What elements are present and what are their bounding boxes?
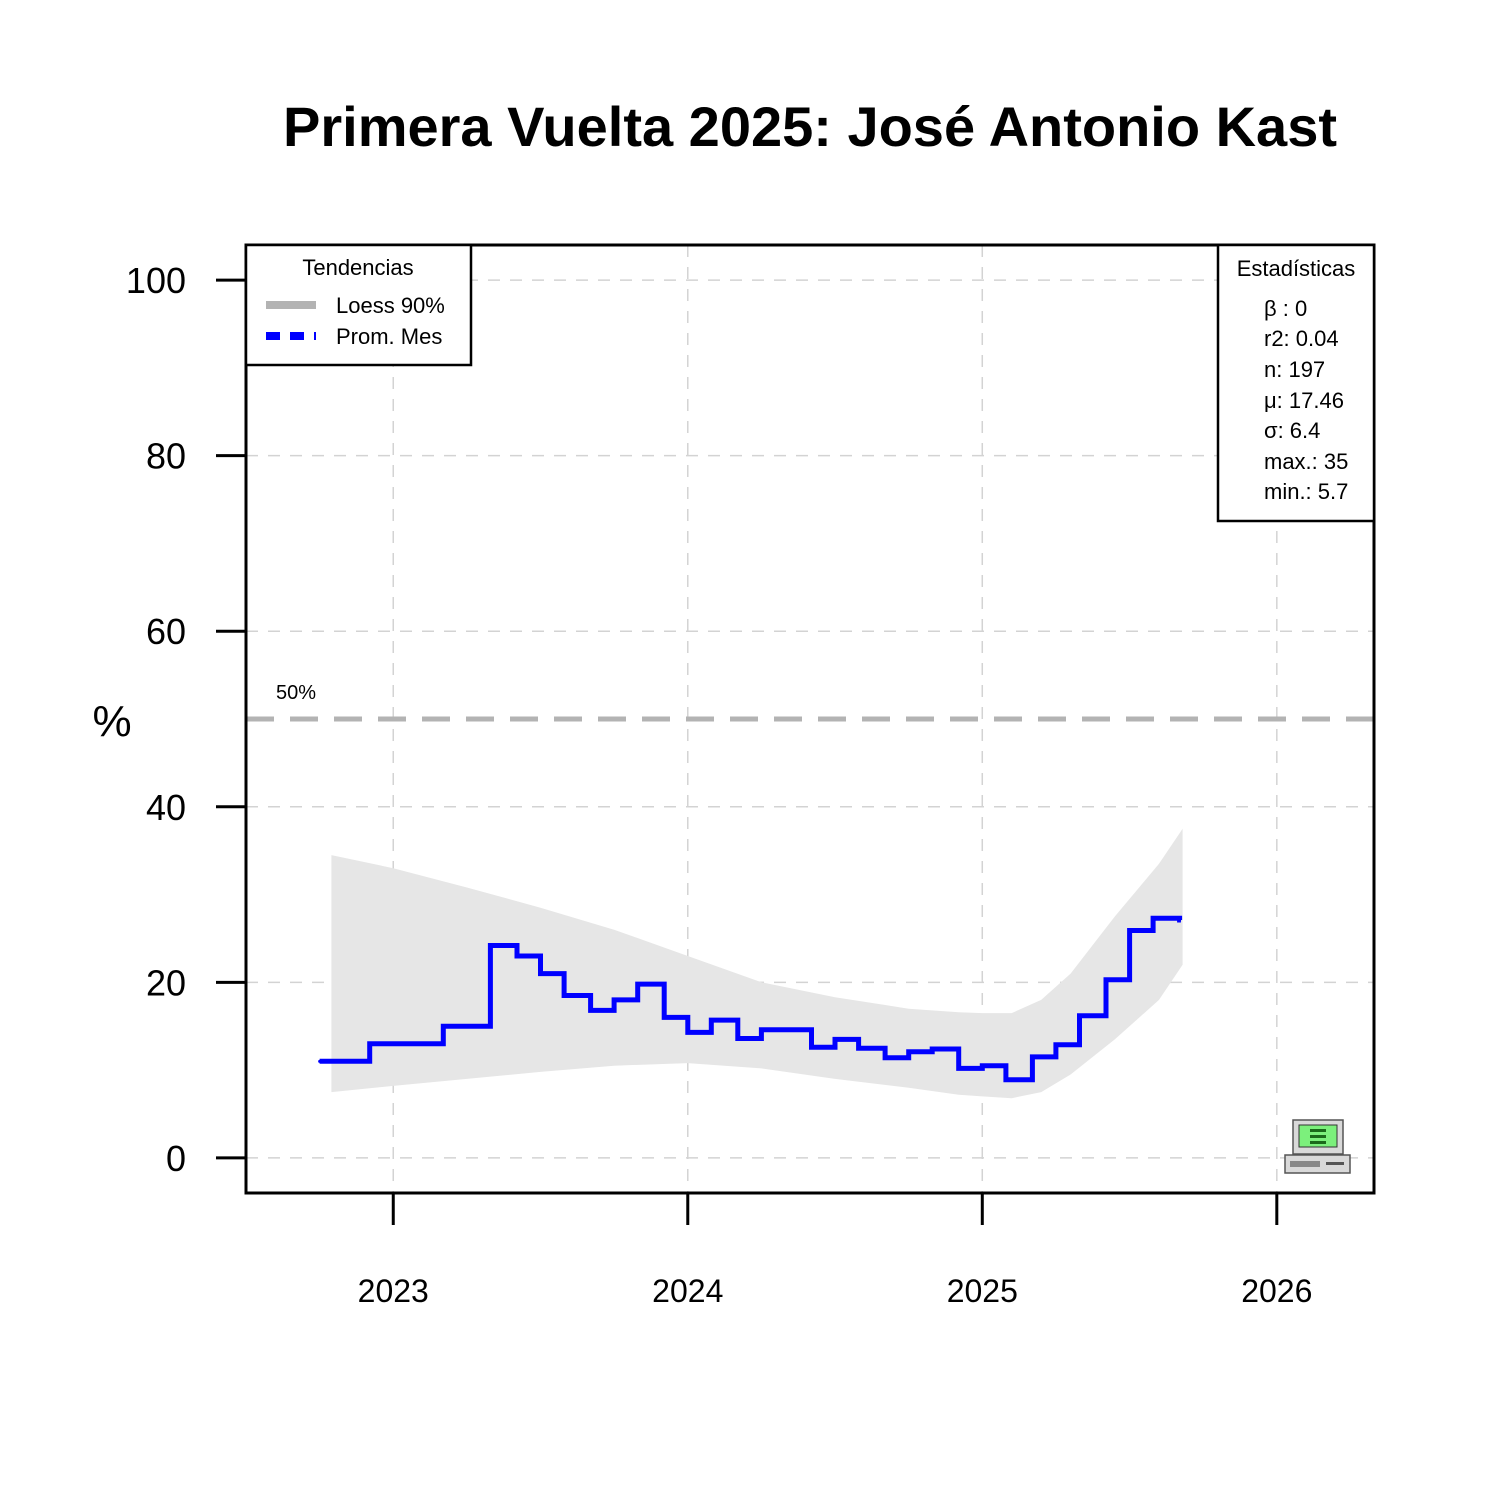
data-point-22 xyxy=(980,1064,984,1068)
data-point-17 xyxy=(857,1046,861,1050)
data-point-10 xyxy=(662,1015,666,1019)
y-tick-label-1: 20 xyxy=(146,962,186,1003)
data-point-15 xyxy=(809,1045,813,1049)
stat-max: max.: 35 xyxy=(1264,449,1348,474)
y-tick-label-4: 80 xyxy=(146,436,186,477)
y-tick-label-0: 0 xyxy=(166,1138,186,1179)
stat-n: n: 197 xyxy=(1264,357,1325,382)
data-point-16 xyxy=(833,1037,837,1041)
y-axis: 0 20 40 60 80 100 xyxy=(126,260,246,1179)
loess-band xyxy=(331,828,1183,1099)
legend-label-loess: Loess 90% xyxy=(336,293,445,318)
series-line-prom-mes xyxy=(319,915,1183,1083)
data-point-20 xyxy=(930,1047,934,1051)
data-point-12 xyxy=(709,1018,713,1022)
x-tick-label-2: 2025 xyxy=(947,1273,1018,1309)
data-point-19 xyxy=(907,1050,911,1054)
data-point-29 xyxy=(1151,916,1155,920)
plot-frame xyxy=(244,243,1376,1195)
stats-title: Estadísticas xyxy=(1237,256,1356,281)
x-tick-label-0: 2023 xyxy=(358,1273,429,1309)
data-point-8 xyxy=(612,998,616,1002)
stat-beta: β : 0 xyxy=(1264,296,1307,321)
data-point-3 xyxy=(488,943,492,947)
x-tick-label-1: 2024 xyxy=(652,1273,723,1309)
x-axis: 2023 2024 2025 2026 xyxy=(358,1193,1312,1309)
stat-r2: r2: 0.04 xyxy=(1264,326,1339,351)
data-point-1 xyxy=(368,1042,372,1046)
series-group xyxy=(318,915,1183,1083)
data-point-13 xyxy=(736,1037,740,1041)
legend-title: Tendencias xyxy=(302,255,413,280)
data-point-2 xyxy=(441,1024,445,1028)
legend-label-prom-mes: Prom. Mes xyxy=(336,324,442,349)
data-point-14 xyxy=(759,1028,763,1032)
data-point-23 xyxy=(1004,1078,1008,1082)
data-point-25 xyxy=(1054,1043,1058,1047)
chart-title: Primera Vuelta 2025: José Antonio Kast xyxy=(283,95,1337,158)
legend: Tendencias Loess 90% Prom. Mes xyxy=(244,243,473,367)
x-tick-label-3: 2026 xyxy=(1241,1273,1312,1309)
y-tick-label-2: 40 xyxy=(146,787,186,828)
data-point-0 xyxy=(318,1059,322,1063)
stat-mean: μ: 17.46 xyxy=(1264,388,1344,413)
reference-line-label: 50% xyxy=(276,682,316,704)
computer-icon xyxy=(1284,1119,1351,1174)
data-point-4 xyxy=(515,954,519,958)
data-point-6 xyxy=(562,994,566,997)
stat-min: min.: 5.7 xyxy=(1264,479,1348,504)
stats-box: Estadísticas β : 0 r2: 0.04 n: 197 μ: 17… xyxy=(1216,243,1376,523)
data-point-5 xyxy=(539,972,543,976)
data-point-21 xyxy=(957,1066,961,1070)
loess-band-group xyxy=(331,828,1183,1099)
data-point-7 xyxy=(589,1008,593,1012)
data-point-11 xyxy=(686,1030,690,1034)
y-tick-label-5: 100 xyxy=(126,260,186,301)
data-point-18 xyxy=(883,1056,887,1060)
data-point-27 xyxy=(1104,978,1108,982)
y-tick-label-3: 60 xyxy=(146,611,186,652)
data-point-30 xyxy=(1178,918,1182,922)
data-point-26 xyxy=(1077,1014,1081,1018)
reference-line-group: 50% xyxy=(246,682,1374,722)
data-point-28 xyxy=(1128,929,1132,933)
y-axis-label: % xyxy=(92,697,131,746)
data-point-9 xyxy=(636,982,640,986)
stat-sd: σ: 6.4 xyxy=(1264,418,1320,443)
stats-box-frame xyxy=(1216,243,1376,523)
data-point-24 xyxy=(1030,1055,1034,1059)
